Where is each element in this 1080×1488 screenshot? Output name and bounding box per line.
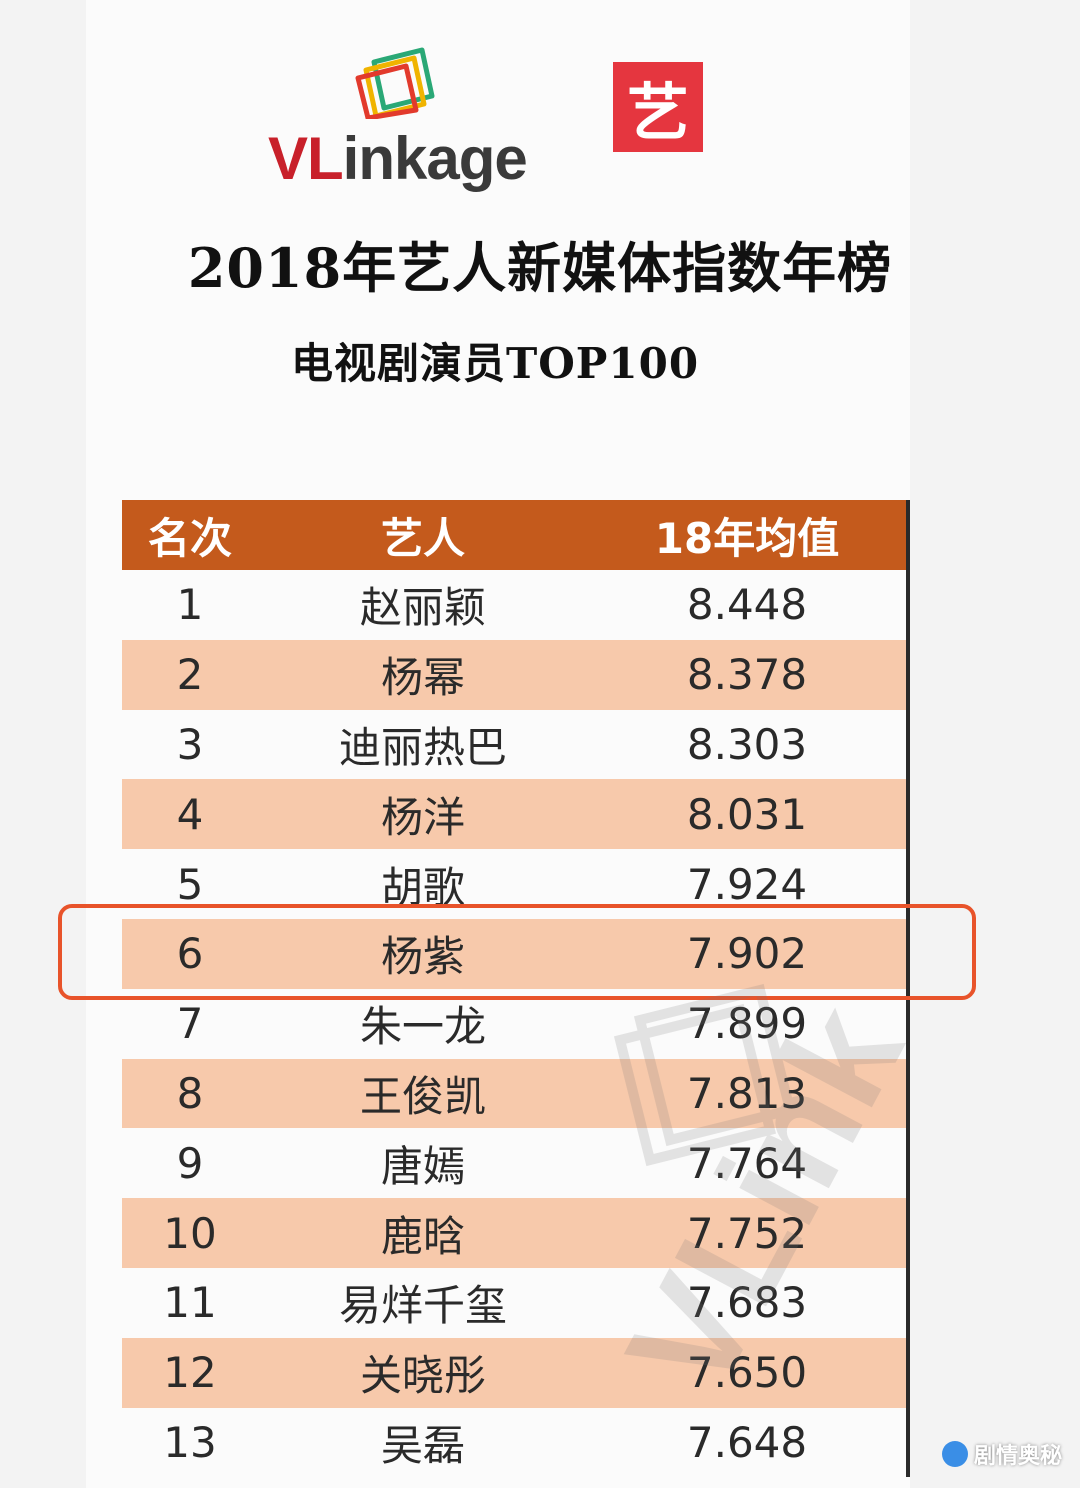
corner-watermark: 剧情奥秘 [941,1438,1062,1470]
header-artist: 艺人 [380,513,465,563]
wordmark-vl: VL [268,125,344,192]
corner-watermark-text: 剧情奥秘 [973,1444,1062,1469]
table-row: 8 王俊凯 7.813 [122,1058,906,1129]
table-row: 4 杨洋 8.031 [122,779,906,850]
vlinkage-cards-icon [355,47,435,119]
table-header: 名次 艺人 18年均值 [122,500,906,570]
artist-cell: 吴磊 [380,1420,465,1470]
yi-badge: 艺 [613,62,703,152]
rank-cell: 7 [176,999,204,1049]
rank-cell: 12 [163,1348,217,1398]
table-row: 6 杨紫 7.902 [122,918,906,989]
header-value: 18年均值 [654,513,840,563]
artist-cell: 杨洋 [380,792,465,842]
artist-cell: 胡歌 [380,862,465,912]
page-subtitle: 电视剧演员TOP100 [290,339,700,388]
table-row: 11 易烊千玺 7.683 [122,1267,906,1338]
wordmark-inkage: inkage [342,125,528,192]
table-row: 7 朱一龙 7.899 [122,988,906,1059]
table-row: 5 胡歌 7.924 [122,849,906,919]
vlinkage-logo: VLinkage 艺 [268,44,708,192]
artist-cell: 杨紫 [380,932,465,982]
value-cell: 7.683 [686,1278,808,1328]
rank-cell: 2 [176,650,204,700]
header-rank: 名次 [147,513,232,563]
droplet-icon [941,1441,968,1467]
value-cell: 7.764 [686,1138,808,1188]
artist-cell: 关晓彤 [359,1351,486,1401]
artist-cell: 易烊千玺 [338,1281,507,1331]
rank-cell: 6 [176,929,204,979]
rank-cell: 13 [163,1417,217,1467]
rank-cell: 5 [176,859,204,909]
ranking-table: 名次 艺人 18年均值 1 赵丽颖 8.448 2 杨幂 8.378 3 迪丽热巴 8.303 4… [122,500,910,1478]
value-cell: 7.752 [686,1208,808,1258]
value-cell: 7.902 [686,929,808,979]
rank-cell: 8 [176,1068,204,1118]
table-row: 10 鹿晗 7.752 [122,1198,906,1268]
rank-cell: 1 [176,580,204,630]
table-body: 1 赵丽颖 8.448 2 杨幂 8.378 3 迪丽热巴 8.303 4 杨洋 8.031 5 胡歌 7.… [122,570,906,1478]
table-row: 2 杨幂 8.378 [122,639,906,710]
artist-cell: 王俊凯 [359,1071,486,1121]
artist-cell: 唐嫣 [380,1141,465,1191]
value-cell: 7.813 [686,1068,808,1118]
rank-cell: 4 [176,789,204,839]
rank-cell: 3 [176,719,204,769]
artist-cell: 迪丽热巴 [338,722,507,772]
value-cell: 8.448 [686,580,808,630]
page-title: 2018年艺人新媒体指数年榜 [187,236,893,300]
value-cell: 8.031 [686,789,808,839]
rank-cell: 10 [163,1208,217,1258]
artist-cell: 杨幂 [380,653,465,703]
value-cell: 8.303 [686,719,808,769]
table-row: 1 赵丽颖 8.448 [122,570,906,640]
artist-cell: 鹿晗 [380,1211,465,1261]
value-cell: 7.650 [686,1348,808,1398]
table-row: 13 吴磊 7.648 [122,1407,906,1478]
value-cell: 7.924 [686,859,808,909]
value-cell: 7.899 [686,999,808,1049]
rank-cell: 11 [163,1278,217,1328]
table-row: 9 唐嫣 7.764 [122,1128,906,1199]
artist-cell: 朱一龙 [359,1002,486,1052]
value-cell: 8.378 [686,650,808,700]
table-row: 3 迪丽热巴 8.303 [122,709,906,780]
value-cell: 7.648 [686,1417,808,1467]
rank-cell: 9 [176,1138,204,1188]
vlinkage-wordmark: VLinkage [268,124,528,194]
table-row: 12 关晓彤 7.650 [122,1337,906,1408]
artist-cell: 赵丽颖 [359,583,486,633]
